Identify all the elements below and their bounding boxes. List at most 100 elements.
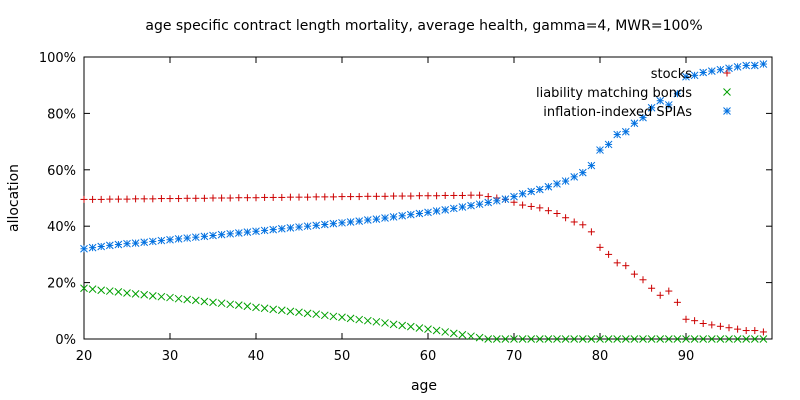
bonds-point	[157, 292, 166, 301]
spias-point	[647, 103, 656, 112]
bonds-point	[699, 335, 708, 343]
bonds-point	[183, 295, 192, 304]
stocks-point	[665, 287, 673, 295]
stocks-point	[759, 328, 767, 336]
stocks-point	[622, 262, 630, 270]
stocks-point	[433, 192, 441, 200]
stocks-point	[97, 195, 105, 203]
spias-point	[415, 209, 424, 218]
x-tick-label: 50	[334, 349, 351, 364]
x-tick-label: 40	[248, 349, 265, 364]
stocks-point	[261, 193, 269, 201]
stocks-point	[734, 325, 742, 333]
stocks-point	[398, 192, 406, 200]
stocks-point	[639, 276, 647, 284]
bonds-point	[363, 316, 372, 325]
bonds-point	[381, 319, 389, 327]
spias-point	[226, 229, 235, 238]
stocks-point	[140, 195, 148, 203]
stocks-point	[613, 259, 621, 267]
bonds-point	[716, 335, 725, 343]
bonds-point	[682, 335, 690, 343]
bonds-point	[664, 335, 673, 343]
spias-point	[277, 224, 286, 233]
spias-point	[295, 223, 303, 231]
spias-point	[234, 229, 243, 237]
stocks-point	[699, 319, 707, 327]
bonds-point	[148, 292, 157, 300]
stocks-point	[89, 195, 97, 203]
spias-point	[699, 68, 708, 77]
bonds-point	[501, 335, 510, 343]
stocks-point	[106, 195, 114, 203]
stocks-point	[450, 191, 458, 199]
series-stocks	[80, 191, 767, 336]
stocks-point	[458, 191, 466, 199]
stocks-point	[278, 193, 286, 201]
stocks-point	[519, 201, 527, 209]
bonds-point	[441, 328, 450, 336]
bonds-point	[260, 304, 269, 313]
stocks-point	[243, 194, 251, 202]
spias-point	[449, 204, 458, 213]
bonds-point	[742, 335, 751, 343]
spias-point	[209, 231, 217, 240]
stocks-point	[553, 210, 561, 218]
stocks-point	[484, 193, 492, 201]
spias-point	[759, 60, 768, 68]
bonds-point	[733, 335, 742, 343]
stocks-point	[725, 324, 733, 332]
x-tick-label: 30	[162, 349, 179, 364]
stocks-point	[415, 192, 423, 200]
stocks-point	[226, 194, 234, 202]
spias-point	[673, 89, 682, 98]
stocks-point	[742, 327, 750, 335]
spias-point	[338, 218, 346, 227]
stocks-point	[200, 194, 208, 202]
stocks-point	[656, 291, 664, 299]
bonds-point	[97, 286, 106, 295]
spias-point	[389, 213, 398, 221]
stocks-point	[467, 191, 475, 199]
spias-point	[363, 216, 372, 224]
series-bonds	[80, 284, 768, 343]
spias-point	[639, 113, 647, 122]
legend-marker-stocks	[723, 69, 731, 77]
x-axis: 20 30 40 50 60 70 80 90	[76, 57, 694, 364]
y-tick-label: 100%	[39, 51, 76, 66]
legend-label: stocks	[651, 67, 692, 82]
spias-point	[381, 214, 389, 222]
spias-point	[613, 130, 622, 139]
spias-point	[596, 146, 604, 154]
spias-point	[561, 177, 570, 185]
bonds-point	[475, 333, 484, 342]
stocks-point	[648, 284, 656, 292]
spias-point	[750, 61, 759, 70]
stocks-point	[329, 193, 337, 201]
stocks-point	[114, 195, 122, 203]
bonds-point	[406, 322, 415, 331]
stocks-point	[716, 322, 724, 330]
bonds-point	[596, 335, 604, 343]
spias-point	[252, 227, 260, 236]
bonds-point	[295, 308, 303, 317]
stocks-point	[536, 204, 544, 212]
spias-point	[157, 236, 166, 245]
bonds-point	[338, 313, 346, 322]
series-spias	[80, 60, 768, 253]
stocks-point	[269, 193, 277, 201]
bonds-point	[303, 309, 312, 318]
bonds-point	[88, 285, 97, 293]
stocks-point	[596, 243, 604, 251]
x-tick-label: 20	[76, 349, 93, 364]
y-axis-label: allocation	[6, 164, 22, 232]
stocks-point	[372, 192, 380, 200]
spias-point	[630, 119, 639, 128]
spias-point	[406, 210, 415, 219]
y-tick-label: 0%	[55, 333, 76, 348]
stocks-point	[312, 193, 320, 201]
spias-point	[148, 237, 157, 246]
spias-point	[200, 232, 209, 241]
spias-point	[432, 207, 441, 215]
stocks-point	[286, 193, 294, 201]
